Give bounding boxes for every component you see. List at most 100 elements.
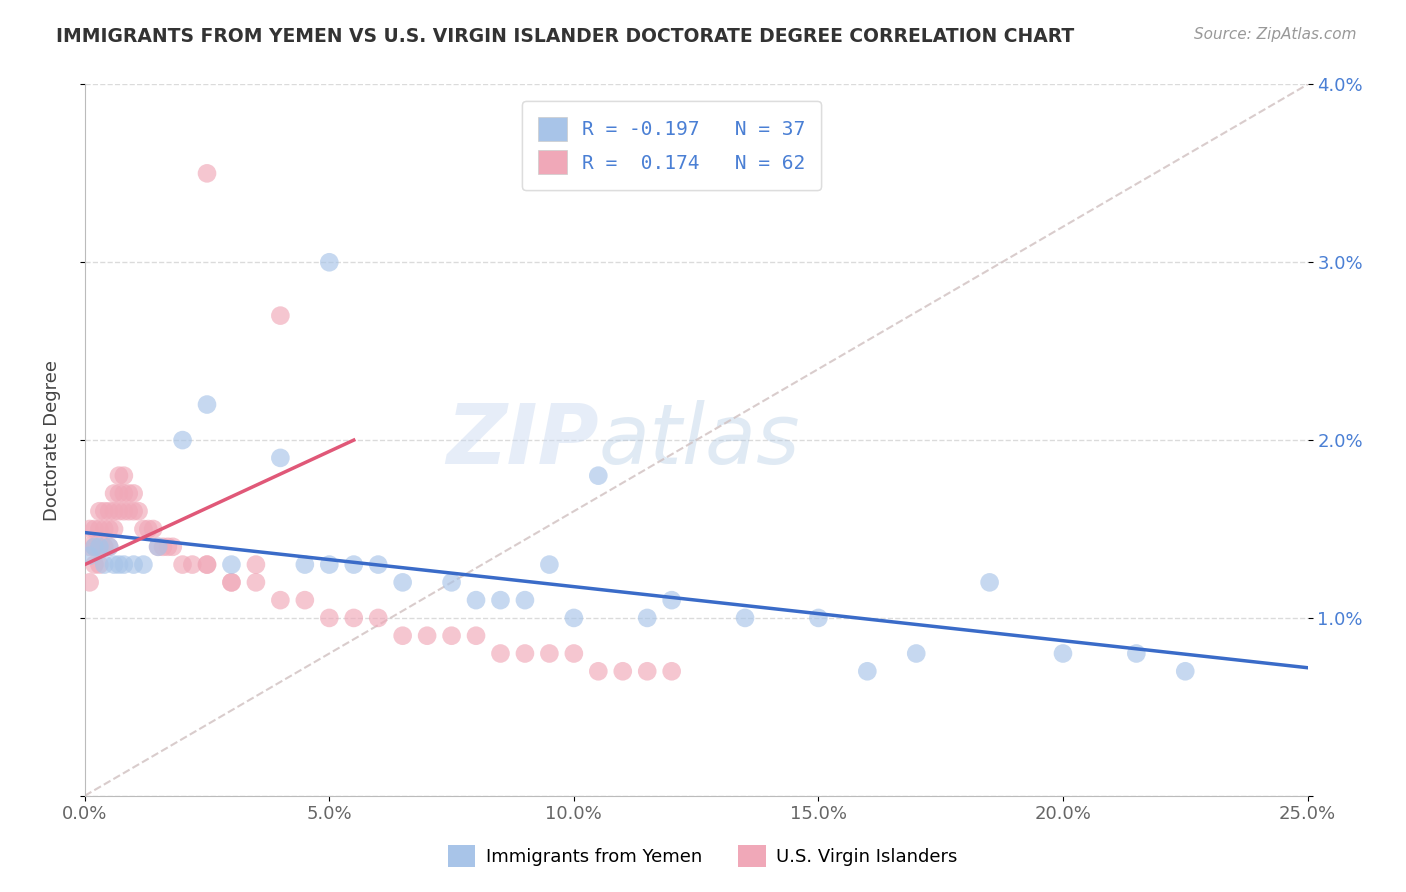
Point xyxy=(979,575,1001,590)
Point xyxy=(103,522,125,536)
Point xyxy=(343,611,366,625)
Point xyxy=(221,575,243,590)
Point xyxy=(391,575,413,590)
Point xyxy=(103,504,125,518)
Point xyxy=(195,558,218,572)
Legend: R = -0.197   N = 37, R =  0.174   N = 62: R = -0.197 N = 37, R = 0.174 N = 62 xyxy=(522,102,821,190)
Point xyxy=(318,611,340,625)
Point xyxy=(132,522,155,536)
Point xyxy=(856,665,879,679)
Point xyxy=(465,629,488,643)
Point xyxy=(221,575,243,590)
Point xyxy=(562,647,585,661)
Point xyxy=(122,486,145,500)
Point xyxy=(343,558,366,572)
Point xyxy=(489,647,512,661)
Point xyxy=(221,558,243,572)
Point xyxy=(89,540,111,554)
Point xyxy=(112,486,135,500)
Point xyxy=(93,522,115,536)
Point xyxy=(83,540,105,554)
Point xyxy=(103,486,125,500)
Point xyxy=(118,504,141,518)
Point xyxy=(538,558,561,572)
Point xyxy=(465,593,488,607)
Point xyxy=(98,504,121,518)
Point xyxy=(83,558,105,572)
Point xyxy=(1174,665,1197,679)
Point xyxy=(108,504,131,518)
Point xyxy=(162,540,184,554)
Point xyxy=(122,558,145,572)
Point xyxy=(1125,647,1147,661)
Point xyxy=(89,522,111,536)
Point xyxy=(172,433,194,447)
Point xyxy=(538,647,561,661)
Point xyxy=(98,540,121,554)
Point xyxy=(152,540,174,554)
Point xyxy=(416,629,439,643)
Y-axis label: Doctorate Degree: Doctorate Degree xyxy=(44,359,60,521)
Point xyxy=(636,611,658,625)
Point xyxy=(108,558,131,572)
Point xyxy=(146,540,169,554)
Point xyxy=(588,665,610,679)
Point xyxy=(195,166,218,180)
Point xyxy=(142,522,165,536)
Point xyxy=(89,558,111,572)
Point xyxy=(391,629,413,643)
Point xyxy=(195,398,218,412)
Point xyxy=(108,486,131,500)
Legend: Immigrants from Yemen, U.S. Virgin Islanders: Immigrants from Yemen, U.S. Virgin Islan… xyxy=(441,838,965,874)
Point xyxy=(132,558,155,572)
Point xyxy=(612,665,634,679)
Point xyxy=(367,558,389,572)
Point xyxy=(1052,647,1074,661)
Point xyxy=(79,549,101,563)
Point xyxy=(440,629,463,643)
Point xyxy=(513,593,536,607)
Point xyxy=(79,522,101,536)
Point xyxy=(79,575,101,590)
Point xyxy=(245,558,267,572)
Point xyxy=(112,504,135,518)
Point xyxy=(98,522,121,536)
Point xyxy=(588,468,610,483)
Point xyxy=(513,647,536,661)
Point xyxy=(128,504,150,518)
Point xyxy=(318,255,340,269)
Point xyxy=(245,575,267,590)
Point xyxy=(807,611,830,625)
Point xyxy=(489,593,512,607)
Point xyxy=(367,611,389,625)
Point xyxy=(122,504,145,518)
Point xyxy=(146,540,169,554)
Text: ZIP: ZIP xyxy=(446,400,599,481)
Point xyxy=(318,558,340,572)
Point xyxy=(294,558,316,572)
Point xyxy=(118,486,141,500)
Point xyxy=(905,647,928,661)
Point xyxy=(108,468,131,483)
Point xyxy=(562,611,585,625)
Point xyxy=(269,593,291,607)
Point xyxy=(112,558,135,572)
Point xyxy=(83,540,105,554)
Point xyxy=(269,450,291,465)
Point xyxy=(98,540,121,554)
Point xyxy=(181,558,204,572)
Text: Source: ZipAtlas.com: Source: ZipAtlas.com xyxy=(1194,27,1357,42)
Point xyxy=(93,504,115,518)
Point xyxy=(269,309,291,323)
Point xyxy=(89,540,111,554)
Point xyxy=(294,593,316,607)
Point xyxy=(79,540,101,554)
Point xyxy=(661,593,683,607)
Point xyxy=(89,504,111,518)
Point xyxy=(636,665,658,679)
Text: IMMIGRANTS FROM YEMEN VS U.S. VIRGIN ISLANDER DOCTORATE DEGREE CORRELATION CHART: IMMIGRANTS FROM YEMEN VS U.S. VIRGIN ISL… xyxy=(56,27,1074,45)
Point xyxy=(156,540,179,554)
Point xyxy=(172,558,194,572)
Point xyxy=(734,611,756,625)
Point xyxy=(195,558,218,572)
